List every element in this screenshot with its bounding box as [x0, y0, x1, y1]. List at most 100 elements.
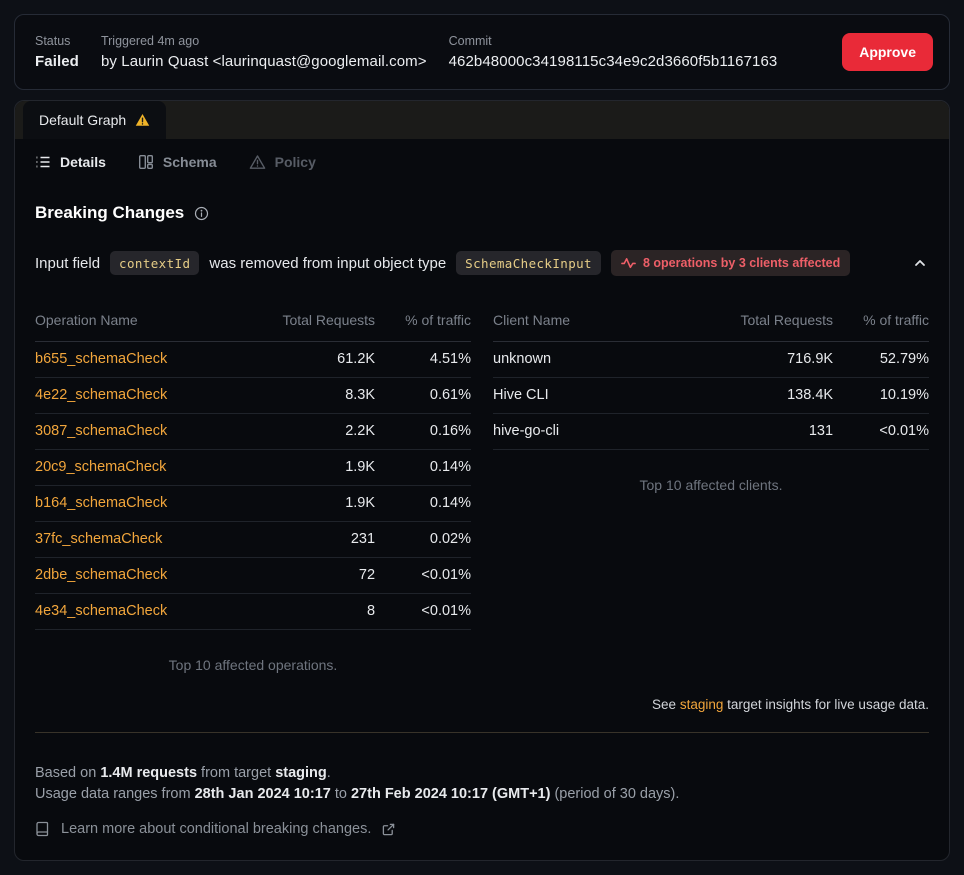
operation-link[interactable]: 4e22_schemaCheck — [35, 387, 168, 403]
operation-link[interactable]: 37fc_schemaCheck — [35, 531, 163, 547]
requests-cell: 138.4K — [689, 377, 834, 414]
target-name: staging — [275, 765, 327, 781]
summary-text: Usage data ranges from — [35, 785, 195, 802]
clients-caption: Top 10 affected clients. — [639, 477, 783, 493]
col-operation-name: Operation Name — [35, 302, 232, 342]
clients-header-row: Client Name Total Requests % of traffic — [493, 302, 929, 342]
list-icon — [35, 154, 51, 170]
type-code-badge: SchemaCheckInput — [456, 251, 601, 275]
breaking-changes-heading: Breaking Changes — [35, 203, 929, 223]
status-label: Status — [35, 34, 71, 48]
traffic-cell: 52.79% — [833, 341, 929, 378]
change-text-prefix: Input field — [35, 254, 101, 272]
traffic-cell: <0.01% — [375, 557, 471, 594]
graph-tab-label: Default Graph — [39, 112, 127, 128]
chevron-up-icon — [913, 256, 927, 270]
summary-text: . — [326, 765, 331, 781]
client-name-cell: Hive CLI — [493, 377, 690, 414]
schema-panels-icon — [138, 154, 154, 170]
insights-suffix: target insights for live usage data. — [723, 697, 929, 712]
col-client-name: Client Name — [493, 302, 690, 342]
triggered-label: Triggered 4m ago — [100, 34, 200, 48]
table-row: 4e34_schemaCheck 8 <0.01% — [35, 593, 471, 630]
usage-summary-line2: Usage data ranges from 28th Jan 2024 10:… — [35, 784, 929, 805]
table-row: Hive CLI 138.4K 10.19% — [493, 377, 929, 414]
operation-link[interactable]: b655_schemaCheck — [35, 351, 168, 367]
requests-cell: 1.9K — [231, 485, 376, 522]
tab-details[interactable]: Details — [35, 154, 106, 170]
requests-count: 1.4M requests — [100, 765, 198, 781]
info-icon[interactable] — [194, 206, 209, 221]
activity-pulse-icon — [621, 257, 636, 269]
operations-table: Operation Name Total Requests % of traff… — [35, 302, 471, 673]
operation-link[interactable]: 20c9_schemaCheck — [35, 459, 167, 475]
change-text-middle: was removed from input object type — [209, 254, 447, 272]
table-row: 4e22_schemaCheck 8.3K 0.61% — [35, 377, 471, 414]
graph-tab-strip: Default Graph — [15, 101, 949, 139]
table-row: unknown 716.9K 52.79% — [493, 341, 929, 378]
client-name-cell: hive-go-cli — [493, 413, 690, 450]
tab-policy-label: Policy — [274, 154, 316, 170]
requests-cell: 131 — [689, 413, 834, 450]
operations-header-row: Operation Name Total Requests % of traff… — [35, 302, 471, 342]
usage-summary-line1: Based on 1.4M requests from target stagi… — [35, 763, 929, 784]
table-row: 37fc_schemaCheck 231 0.02% — [35, 521, 471, 558]
range-start-date: 28th Jan 2024 10:17 — [194, 785, 331, 802]
summary-text: from target — [197, 765, 276, 781]
traffic-cell: 4.51% — [375, 341, 471, 378]
check-details-card: Default Graph Details Schema Policy — [14, 100, 950, 861]
triggered-field: Triggered 4m ago by Laurin Quast <laurin… — [101, 34, 427, 70]
commit-label: Commit — [448, 34, 492, 48]
table-row: b655_schemaCheck 61.2K 4.51% — [35, 341, 471, 378]
requests-cell: 8 — [231, 593, 376, 630]
staging-target-link[interactable]: staging — [679, 697, 724, 712]
check-status-card: Status Failed Triggered 4m ago by Laurin… — [14, 14, 950, 90]
status-value: Failed — [35, 53, 79, 70]
breaking-change-row[interactable]: Input field contextId was removed from i… — [35, 250, 929, 276]
policy-warning-icon — [249, 154, 266, 170]
summary-text: Based on — [35, 765, 101, 781]
traffic-cell: <0.01% — [375, 593, 471, 630]
approve-button[interactable]: Approve — [842, 33, 933, 71]
tab-policy[interactable]: Policy — [249, 154, 316, 170]
operation-link[interactable]: 2dbe_schemaCheck — [35, 567, 168, 583]
summary-text: (period of 30 days). — [550, 785, 680, 802]
warning-icon — [135, 113, 150, 127]
tab-schema-label: Schema — [162, 154, 217, 170]
commit-hash: 462b48000c34198115c34e9c2d3660f5b1167163 — [448, 53, 778, 70]
operation-link[interactable]: 3087_schemaCheck — [35, 423, 168, 439]
collapse-chevron-button[interactable] — [911, 254, 929, 272]
traffic-cell: 10.19% — [833, 377, 929, 414]
usage-summary: Based on 1.4M requests from target stagi… — [35, 763, 929, 804]
insights-prefix: See — [652, 697, 680, 712]
insights-note: See staging target insights for live usa… — [35, 697, 929, 712]
learn-more-link[interactable]: Learn more about conditional breaking ch… — [35, 821, 929, 837]
requests-cell: 8.3K — [231, 377, 376, 414]
tab-details-label: Details — [60, 154, 106, 170]
triggered-value: by Laurin Quast <laurinquast@googlemail.… — [100, 53, 427, 70]
traffic-cell: 0.14% — [375, 485, 471, 522]
table-row: hive-go-cli 131 <0.01% — [493, 413, 929, 450]
table-row: b164_schemaCheck 1.9K 0.14% — [35, 485, 471, 522]
table-row: 3087_schemaCheck 2.2K 0.16% — [35, 413, 471, 450]
traffic-cell: 0.61% — [375, 377, 471, 414]
breaking-changes-title: Breaking Changes — [35, 203, 185, 222]
field-code-badge: contextId — [110, 251, 200, 275]
traffic-cell: 0.02% — [375, 521, 471, 558]
commit-field: Commit 462b48000c34198115c34e9c2d3660f5b… — [449, 34, 778, 70]
affected-operations-badge: 8 operations by 3 clients affected — [610, 250, 851, 276]
requests-cell: 1.9K — [231, 449, 376, 486]
col-traffic: % of traffic — [375, 302, 471, 342]
col-total-requests: Total Requests — [689, 302, 834, 342]
tab-default-graph[interactable]: Default Graph — [23, 101, 167, 139]
traffic-cell: 0.16% — [375, 413, 471, 450]
range-end-date: 27th Feb 2024 10:17 (GMT+1) — [350, 785, 551, 802]
learn-more-label: Learn more about conditional breaking ch… — [61, 821, 372, 838]
traffic-cell: <0.01% — [833, 413, 929, 450]
usage-tables: Operation Name Total Requests % of traff… — [35, 302, 929, 673]
operation-link[interactable]: 4e34_schemaCheck — [35, 603, 168, 619]
tab-schema[interactable]: Schema — [138, 154, 217, 170]
operation-link[interactable]: b164_schemaCheck — [35, 495, 168, 511]
clients-table: Client Name Total Requests % of traffic … — [493, 302, 929, 673]
col-total-requests: Total Requests — [231, 302, 376, 342]
